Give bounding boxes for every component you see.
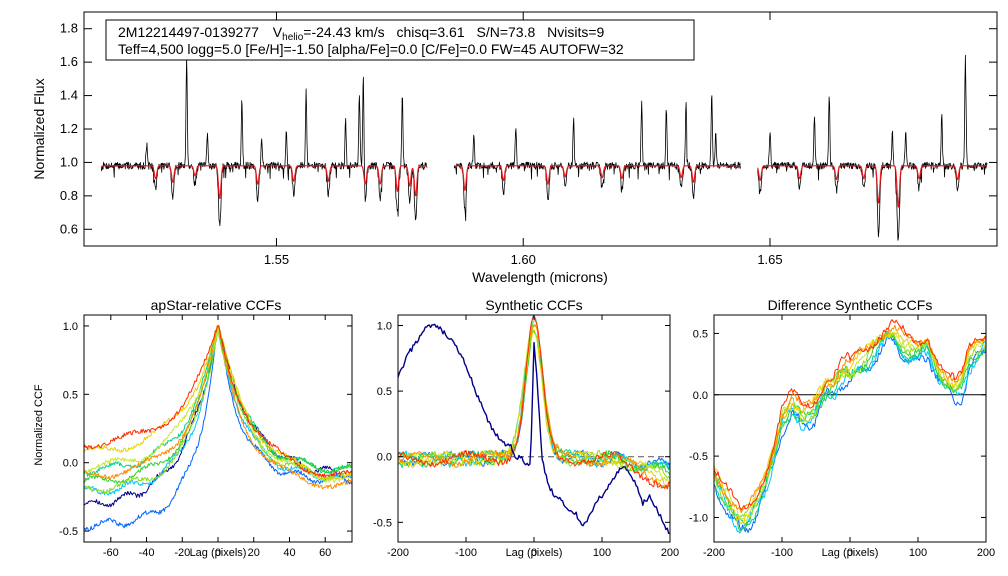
apstar-ccf-xtick-label: 20: [248, 547, 260, 559]
synthetic-ccf-xtick-label: 100: [593, 547, 611, 559]
synthetic-ccf-traces: [397, 314, 671, 534]
synthetic-ccf-ytick-label: -0.5: [373, 517, 392, 529]
nvisits-value: Nvisits=9: [547, 24, 604, 40]
difference-ccf-xlabel: Lag (pixels): [822, 547, 879, 559]
apstar-ccf-panel: apStar-relative CCFs -60 -40 -20 0 20 40 60 -0.…: [33, 297, 353, 559]
apstar-ccf-xtick-label: -60: [103, 547, 119, 559]
spectrum-xtick-label: 1.60: [511, 252, 536, 267]
model-spectrum-chip-1: [100, 165, 428, 199]
difference-ccf-series-8: [713, 324, 987, 514]
apstar-ccf-series-1: [83, 325, 353, 508]
chisq-value: chisq=3.61: [397, 24, 465, 40]
apstar-ccf-series-2: [83, 325, 353, 532]
sn-value: S/N=73.8: [477, 24, 536, 40]
difference-ccf-panel: Difference Synthetic CCFs -200 -100 0 100 20…: [689, 297, 995, 559]
apstar-ccf-ytick-label: -0.5: [59, 526, 78, 538]
observed-spectrum-chip-3: [757, 54, 988, 241]
spectrum-ylabel: Normalized Flux: [31, 78, 47, 179]
spectrum-ytick-label: 1.4: [60, 88, 78, 103]
vhelio-subscript: helio: [282, 32, 304, 43]
spectrum-info-line2: Teff=4,500 logg=5.0 [Fe/H]=-1.50 [alpha/…: [118, 41, 624, 57]
apstar-ccf-ticks: -60 -40 -20 0 20 40 60 -0.5 0.0 0.5 1.0: [59, 315, 352, 559]
difference-ccf-series-6: [713, 331, 987, 522]
apstar-ccf-series-8: [83, 325, 353, 480]
apstar-ccf-xtick-label: -20: [174, 547, 190, 559]
synthetic-ccf-ytick-label: 0.5: [377, 386, 392, 398]
synthetic-ccf-xtick-label: -200: [387, 547, 409, 559]
difference-ccf-ytick-label: -0.5: [689, 451, 708, 463]
apstar-ccf-series-3: [83, 325, 353, 496]
apstar-ccf-ytick-label: 0.5: [63, 389, 78, 401]
spectrum-ytick-label: 1.8: [60, 21, 78, 36]
synthetic-ccf-ytick-label: 0.0: [377, 452, 392, 464]
difference-ccf-traces: [713, 319, 987, 534]
synthetic-ccf-series-1: [397, 323, 670, 534]
spectrum-panel: 1.55 1.60 1.65 0.6 0.8 1.0 1.2 1.4 1.6 1.8 2M1221…: [31, 11, 998, 285]
synthetic-ccf-title: Synthetic CCFs: [485, 297, 582, 313]
spectrum-traces: [100, 54, 988, 241]
difference-ccf-series-9: [713, 319, 987, 511]
apstar-ccf-xtick-label: 60: [319, 547, 331, 559]
difference-ccf-ytick-label: 0.0: [693, 390, 708, 402]
synthetic-ccf-panel: Synthetic CCFs -200 -100 0 100 200 -0.5 0.0 0.5…: [373, 297, 679, 559]
apstar-ccf-ytick-label: 1.0: [63, 321, 78, 333]
synthetic-ccf-series-3: [397, 314, 671, 472]
apstar-ccf-title: apStar-relative CCFs: [151, 297, 282, 313]
apstar-ccf-xtick-label: -40: [139, 547, 155, 559]
difference-ccf-series-3: [713, 331, 987, 527]
difference-ccf-ticks: -200 -100 0 100 200 -1.0 -0.5 0.0 0.5: [689, 315, 995, 559]
apstar-ccf-series-7: [83, 325, 353, 484]
synthetic-ccf-xtick-label: 200: [661, 547, 679, 559]
apstar-ccf-xlabel: Lag (pixels): [190, 547, 247, 559]
apstar-ccf-xtick-label: 0: [215, 547, 221, 559]
spectrum-ytick-label: 1.6: [60, 54, 78, 69]
model-spectrum-chip-3: [757, 165, 988, 208]
apstar-ccf-series-10: [83, 325, 353, 478]
synthetic-ccf-ticks: -200 -100 0 100 200 -0.5 0.0 0.5 1.0: [373, 315, 679, 559]
synthetic-ccf-ytick-label: 1.0: [377, 320, 392, 332]
synthetic-ccf-xtick-label: -100: [455, 547, 477, 559]
spectrum-ytick-label: 0.6: [60, 221, 78, 236]
star-id: 2M12214497-0139277: [118, 24, 259, 40]
apstar-ccf-series-6: [83, 325, 353, 494]
model-spectrum-chip-2: [454, 165, 741, 191]
spectrum-xtick-label: 1.55: [264, 252, 289, 267]
difference-ccf-ytick-label: 0.5: [693, 328, 708, 340]
apstar-ccf-ytick-label: 0.0: [63, 458, 78, 470]
difference-ccf-series-5: [713, 332, 987, 519]
difference-ccf-xtick-label: 200: [977, 547, 995, 559]
difference-ccf-xtick-label: 0: [847, 547, 853, 559]
synthetic-ccf-xlabel: Lag (pixels): [506, 547, 563, 559]
difference-ccf-xtick-label: 100: [909, 547, 927, 559]
spectrum-xlabel: Wavelength (microns): [472, 269, 608, 285]
synthetic-ccf-series-8: [397, 328, 671, 487]
vhelio-prefix: V: [273, 24, 283, 40]
difference-ccf-ytick-label: -1.0: [689, 512, 708, 524]
observed-spectrum-chip-1: [100, 56, 428, 227]
observed-spectrum-chip-2: [453, 95, 741, 222]
synthetic-ccf-xtick-label: 0: [531, 547, 537, 559]
difference-ccf-xtick-label: -200: [703, 547, 725, 559]
spectrum-ytick-label: 0.8: [60, 188, 78, 203]
apstar-ccf-traces: [83, 324, 353, 532]
spectrum-info-line1: 2M12214497-0139277 Vhelio=-24.43 km/s ch…: [118, 24, 605, 43]
difference-ccf-title: Difference Synthetic CCFs: [768, 297, 933, 313]
apstar-ccf-frame: [83, 314, 353, 543]
spectrum-info-box: [105, 19, 695, 61]
apstar-ccf-ylabel: Normalized CCF: [33, 384, 45, 466]
apstar-ccf-series-4: [83, 325, 353, 477]
spectrum-ticks: 1.55 1.60 1.65 0.6 0.8 1.0 1.2 1.4 1.6 1.8: [60, 12, 997, 267]
difference-ccf-xtick-label: -100: [771, 547, 793, 559]
spectrum-ytick-label: 1.0: [60, 154, 78, 169]
spectrum-ytick-label: 1.2: [60, 121, 78, 136]
synthetic-ccf-series-2: [397, 317, 671, 471]
spectrum-xtick-label: 1.65: [757, 252, 782, 267]
vhelio-value: =-24.43 km/s: [303, 24, 384, 40]
apstar-ccf-xtick-label: 40: [283, 547, 295, 559]
